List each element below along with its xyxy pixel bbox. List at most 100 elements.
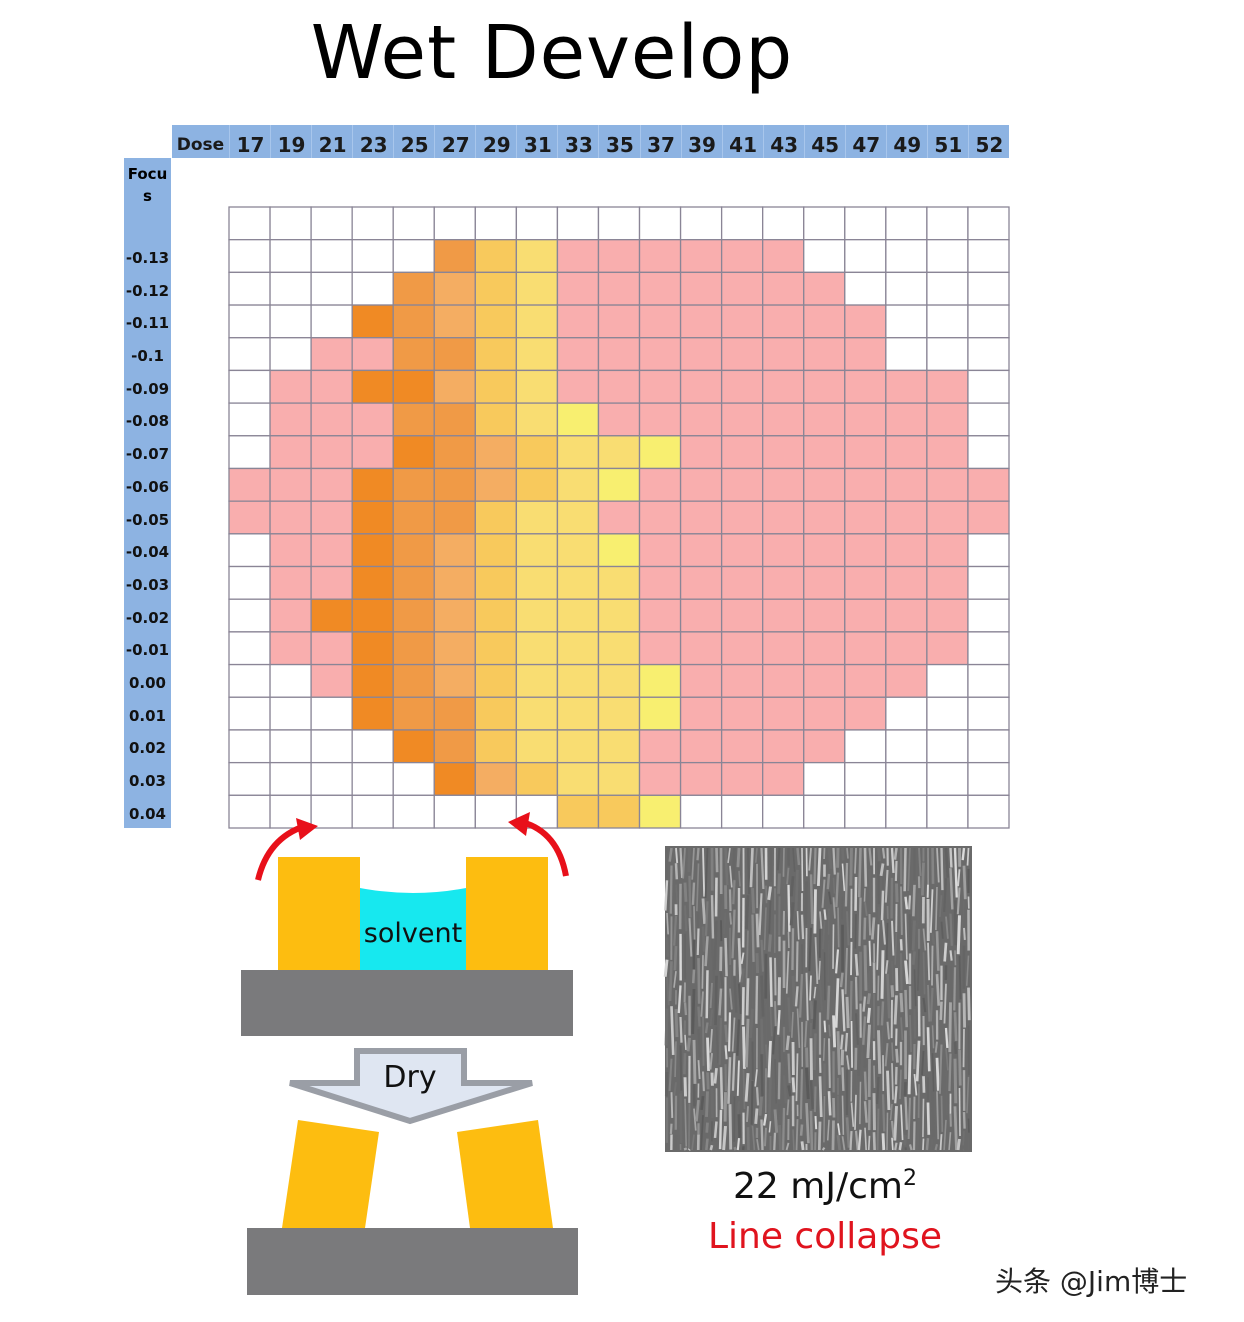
heatmap-cell [474,402,518,437]
sem-texture-streak [929,889,934,933]
heatmap-cell [885,794,928,829]
heatmap-cell [803,304,846,339]
heatmap-cell [844,435,887,470]
heatmap-cell [556,467,600,502]
sem-texture-streak [823,1000,827,1018]
heatmap-cell [967,696,1010,731]
focus-tick-label: -0.02 [125,608,170,627]
heatmap-cell [515,435,559,470]
sem-texture-streak [880,950,885,999]
sem-texture-streak [804,881,808,926]
sem-texture-streak [821,1147,826,1151]
sem-texture-streak [795,1053,799,1102]
heatmap-cell [310,206,353,241]
heatmap-cell [926,369,969,404]
focus-label-line: s [143,187,152,205]
heatmap-cell [228,467,271,502]
sem-texture-streak [785,951,790,994]
sem-texture-streak [713,920,718,970]
sem-texture-streak [741,987,745,1025]
heatmap-cell [926,761,969,796]
heatmap-cell [679,467,723,502]
sem-texture-streak [760,1018,764,1055]
heatmap-cell [720,435,764,470]
sem-texture-streak [877,907,882,924]
heatmap-cell [720,369,764,404]
sem-texture-streak [744,1018,750,1068]
sem-texture-streak [718,896,722,918]
sem-texture-streak [760,1119,764,1151]
heatmap-cell [762,696,805,731]
dose-header-band: Dose 17 19 21 23 25 27 29 31 33 35 37 39 41 43 45 47 49 5… [172,125,1009,158]
heatmap-cell [885,631,928,666]
sem-texture-streak [724,937,728,977]
sem-texture-streak [855,1013,859,1045]
sem-texture-streak [813,889,817,934]
sem-texture-streak [785,1035,790,1051]
heatmap-cell [597,598,641,633]
heatmap-cell [762,729,805,764]
sem-texture-streak [876,924,880,970]
sem-texture-streak [683,905,688,932]
heatmap-cell [926,631,969,666]
sem-texture-streak [673,971,677,988]
sem-texture-streak [823,1096,826,1143]
sem-texture-streak [776,847,781,871]
heatmap-cell [392,467,435,502]
heatmap-cell [556,598,600,633]
sem-texture-streak [828,1024,831,1037]
heatmap-cell [310,761,353,796]
sem-texture-streak [868,940,872,967]
sem-texture-streak [718,1017,723,1065]
sem-texture-streak [695,1099,700,1122]
heatmap-cell [269,206,312,241]
sem-texture-streak [922,1098,925,1138]
heatmap-cell [474,467,518,502]
heatmap-cell [351,631,394,666]
sem-texture-streak [709,1052,713,1070]
sem-texture-streak [683,1002,688,1016]
heatmap-cell [803,696,846,731]
sem-texture-streak [864,1127,867,1151]
sem-texture-streak [895,1048,899,1063]
sem-texture-streak [706,1037,711,1071]
sem-texture-streak [850,1021,853,1068]
sem-texture-streak [881,920,886,945]
sem-texture-streak [805,1067,810,1100]
heatmap-cell [638,761,682,796]
heatmap-cell [228,696,271,731]
sem-texture-streak [891,960,894,984]
sem-texture-streak [782,1075,788,1104]
heatmap-cell [638,239,682,274]
sem-texture-streak [704,901,709,936]
sem-texture-streak [822,1038,826,1061]
sem-texture-streak [740,968,745,983]
sem-texture-streak [886,973,891,1019]
substrate [247,1228,578,1295]
sem-texture-streak [962,1112,966,1129]
heatmap-cell [679,402,723,437]
sem-texture-streak [736,1101,741,1115]
heatmap-cell [926,533,969,568]
sem-texture-streak [943,942,948,962]
sem-texture-streak [790,1011,794,1038]
sem-texture-streak [826,985,831,1020]
sem-texture-streak [912,884,916,917]
heatmap-cell [885,206,928,241]
heatmap-cell [967,435,1010,470]
heatmap-cell [228,304,271,339]
sem-texture-streak [749,847,754,888]
heatmap-cell [228,631,271,666]
sem-texture-streak [903,1134,907,1146]
sem-texture-streak [854,1094,857,1130]
heatmap-cell [351,435,394,470]
sem-texture-streak [742,1069,746,1110]
sem-texture-streak [791,1077,796,1093]
sem-texture-streak [904,913,908,960]
heatmap-cell [392,631,435,666]
sem-texture-streak [931,1091,935,1138]
focus-tick-label: -0.05 [125,510,170,529]
sem-texture-streak [886,1070,891,1111]
heatmap-cell [638,565,682,600]
sem-texture-streak [863,1071,868,1101]
